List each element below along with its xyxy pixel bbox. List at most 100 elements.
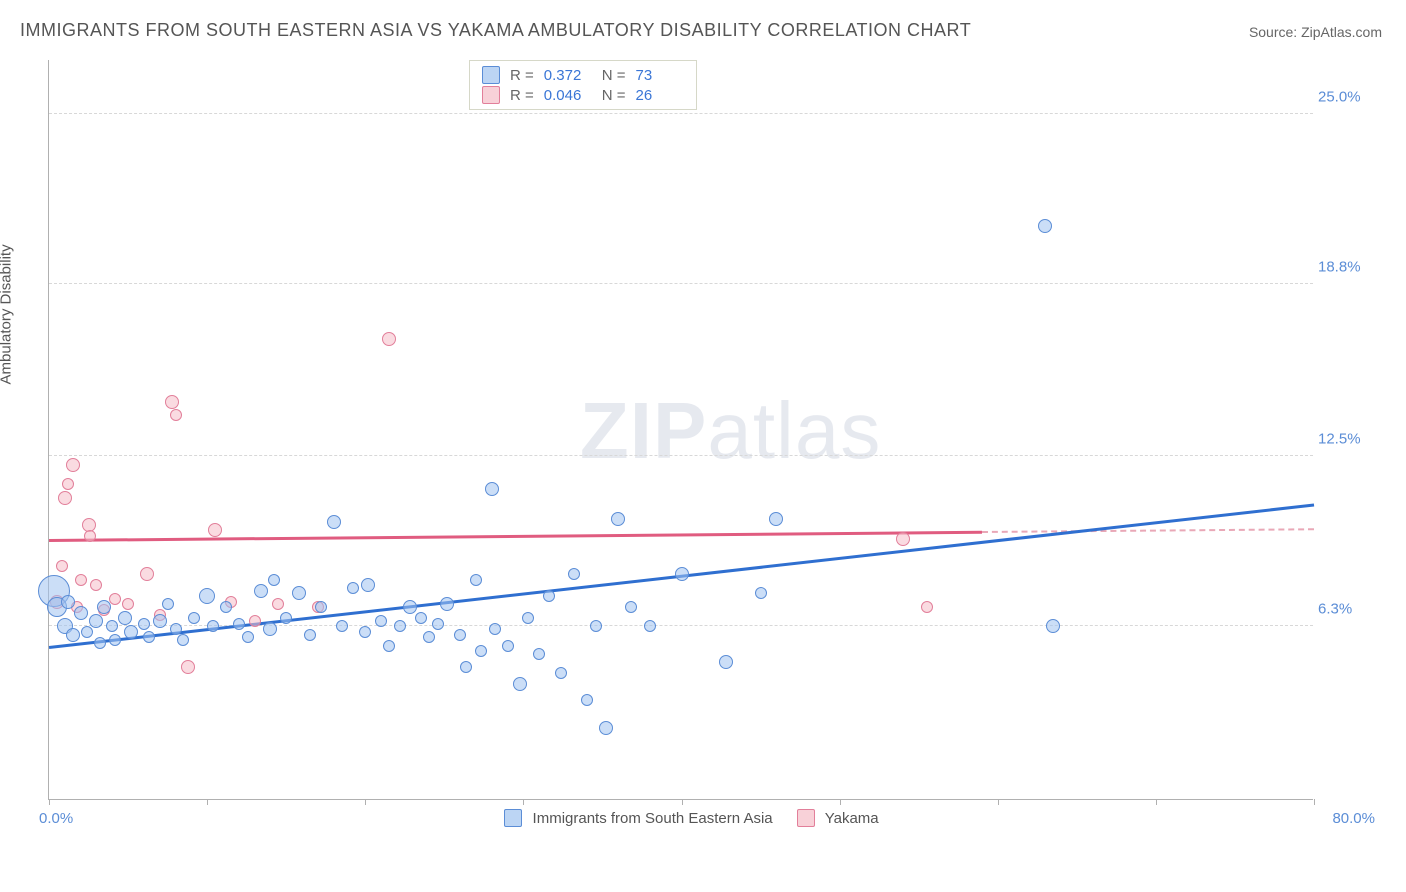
swatch-blue-icon: [482, 66, 500, 84]
scatter-point: [165, 395, 179, 409]
scatter-point: [403, 600, 417, 614]
x-tick: [1156, 799, 1157, 805]
scatter-point: [568, 568, 580, 580]
n-value: 73: [636, 67, 684, 84]
scatter-point: [106, 620, 118, 632]
scatter-point: [394, 620, 406, 632]
scatter-point: [84, 530, 96, 542]
scatter-point: [485, 482, 499, 496]
x-tick: [840, 799, 841, 805]
scatter-point: [581, 694, 593, 706]
n-value: 26: [636, 87, 684, 104]
trendline: [49, 531, 982, 542]
scatter-point: [769, 512, 783, 526]
scatter-point: [124, 625, 138, 639]
r-value: 0.046: [544, 87, 592, 104]
scatter-point: [170, 623, 182, 635]
scatter-point: [361, 578, 375, 592]
scatter-point: [188, 612, 200, 624]
scatter-point: [460, 661, 472, 673]
scatter-point: [336, 620, 348, 632]
scatter-point: [383, 640, 395, 652]
scatter-point: [375, 615, 387, 627]
chart-title: IMMIGRANTS FROM SOUTH EASTERN ASIA VS YA…: [20, 20, 971, 41]
scatter-point: [347, 582, 359, 594]
scatter-point: [62, 478, 74, 490]
scatter-point: [74, 606, 88, 620]
x-tick: [682, 799, 683, 805]
scatter-point: [143, 631, 155, 643]
scatter-point: [1038, 219, 1052, 233]
scatter-point: [66, 628, 80, 642]
scatter-point: [675, 567, 689, 581]
scatter-point: [415, 612, 427, 624]
plot-area: ZIPatlas R = 0.372 N = 73 R = 0.046 N = …: [48, 60, 1313, 800]
source-attribution: Source: ZipAtlas.com: [1249, 24, 1382, 40]
scatter-point: [454, 629, 466, 641]
scatter-point: [109, 634, 121, 646]
x-tick: [207, 799, 208, 805]
x-tick: [998, 799, 999, 805]
scatter-point: [423, 631, 435, 643]
scatter-point: [233, 618, 245, 630]
scatter-point: [181, 660, 195, 674]
scatter-point: [280, 612, 292, 624]
swatch-blue-icon: [504, 809, 522, 827]
scatter-point: [440, 597, 454, 611]
scatter-point: [140, 567, 154, 581]
correlation-chart: ZIPatlas R = 0.372 N = 73 R = 0.046 N = …: [48, 60, 1378, 830]
scatter-point: [896, 532, 910, 546]
x-tick: [523, 799, 524, 805]
scatter-point: [118, 611, 132, 625]
scatter-point: [502, 640, 514, 652]
watermark: ZIPatlas: [580, 385, 881, 477]
n-label: N =: [602, 67, 626, 84]
scatter-point: [207, 620, 219, 632]
scatter-point: [109, 593, 121, 605]
x-tick: [365, 799, 366, 805]
scatter-point: [533, 648, 545, 660]
scatter-point: [590, 620, 602, 632]
r-label: R =: [510, 67, 534, 84]
gridline: [49, 455, 1313, 456]
scatter-point: [177, 634, 189, 646]
scatter-point: [432, 618, 444, 630]
scatter-point: [304, 629, 316, 641]
scatter-point: [1046, 619, 1060, 633]
swatch-pink-icon: [797, 809, 815, 827]
scatter-point: [208, 523, 222, 537]
scatter-point: [272, 598, 284, 610]
scatter-point: [513, 677, 527, 691]
scatter-point: [921, 601, 933, 613]
scatter-point: [220, 601, 232, 613]
y-axis-label: Ambulatory Disability: [0, 244, 15, 384]
scatter-point: [475, 645, 487, 657]
scatter-point: [89, 614, 103, 628]
scatter-point: [170, 409, 182, 421]
scatter-point: [75, 574, 87, 586]
scatter-point: [254, 584, 268, 598]
scatter-point: [611, 512, 625, 526]
scatter-point: [719, 655, 733, 669]
r-label: R =: [510, 87, 534, 104]
n-label: N =: [602, 87, 626, 104]
y-tick-label: 6.3%: [1318, 601, 1373, 618]
scatter-point: [292, 586, 306, 600]
scatter-point: [543, 590, 555, 602]
scatter-point: [249, 615, 261, 627]
gridline: [49, 113, 1313, 114]
legend-series2-label: Yakama: [825, 810, 879, 827]
scatter-point: [359, 626, 371, 638]
x-tick: [49, 799, 50, 805]
correlation-stats-legend: R = 0.372 N = 73 R = 0.046 N = 26: [469, 60, 697, 110]
scatter-point: [153, 614, 167, 628]
legend-row-1: R = 0.372 N = 73: [482, 65, 684, 85]
x-tick: [1314, 799, 1315, 805]
scatter-point: [315, 601, 327, 613]
scatter-point: [56, 560, 68, 572]
trendline: [982, 528, 1314, 533]
scatter-point: [242, 631, 254, 643]
r-value: 0.372: [544, 67, 592, 84]
scatter-point: [382, 332, 396, 346]
legend-row-2: R = 0.046 N = 26: [482, 85, 684, 105]
